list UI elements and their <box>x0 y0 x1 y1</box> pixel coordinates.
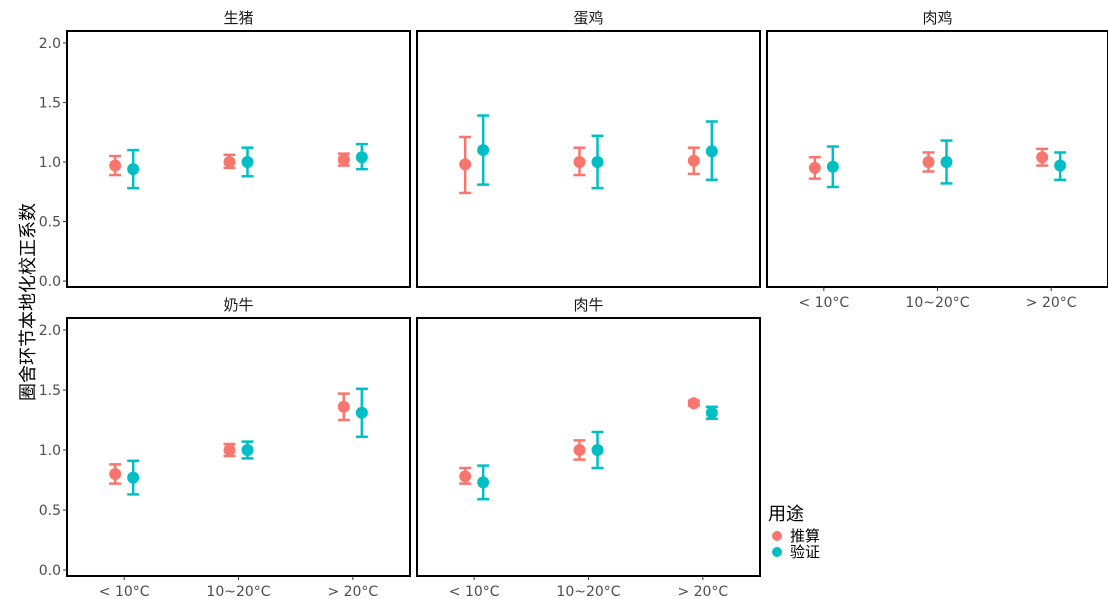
legend-key-validate <box>772 547 782 557</box>
facets-group: 生猪 0.0 0.5 1.0 1.5 2.0 蛋鸡 肉鸡 < 10°C 10~20°C > 20°C… <box>39 9 1108 599</box>
data-point <box>241 155 254 168</box>
data-point <box>109 468 122 480</box>
x-tick-label: < 10°C <box>449 584 500 599</box>
panel-border <box>416 317 761 577</box>
x-tick-label: > 20°C <box>677 584 728 599</box>
data-point <box>241 444 254 456</box>
data-point <box>573 444 586 456</box>
data-point <box>127 163 140 176</box>
data-point <box>355 406 368 419</box>
data-point <box>687 397 700 410</box>
data-point <box>337 400 350 413</box>
x-tick-label: < 10°C <box>99 584 150 599</box>
data-point <box>109 159 122 172</box>
data-point <box>477 144 490 157</box>
panel-border <box>416 30 761 288</box>
data-point <box>223 444 236 456</box>
data-point <box>223 155 236 168</box>
x-tick-label: 10~20°C <box>556 584 620 599</box>
data-point <box>1036 151 1049 164</box>
data-point <box>477 476 490 489</box>
data-point <box>705 145 718 158</box>
y-tick-label: 1.5 <box>39 95 61 111</box>
x-tick-label: 10~20°C <box>905 295 969 311</box>
data-point <box>808 161 821 174</box>
data-point <box>591 444 604 456</box>
y-tick-label: 2.0 <box>39 36 61 52</box>
data-point <box>922 155 935 168</box>
facet-title: 肉牛 <box>573 296 603 314</box>
y-tick-label: 0.5 <box>39 503 61 519</box>
x-tick-label: 10~20°C <box>206 584 270 599</box>
y-tick-label: 1.0 <box>39 443 61 459</box>
legend-key-estimate <box>772 531 782 541</box>
panel-border <box>66 317 411 577</box>
data-point <box>355 151 368 164</box>
y-tick-label: 0.0 <box>39 563 61 579</box>
facet-title: 生猪 <box>223 9 253 27</box>
legend-label-validate: 验证 <box>790 543 820 561</box>
data-point <box>337 153 350 166</box>
data-point <box>826 160 839 173</box>
data-point <box>127 471 140 484</box>
panel-border <box>766 30 1108 288</box>
facet-title: 奶牛 <box>223 296 253 314</box>
y-tick-label: 1.0 <box>39 155 61 171</box>
facet-title: 肉鸡 <box>922 9 952 27</box>
legend-label-estimate: 推算 <box>790 527 820 545</box>
x-tick-label: > 20°C <box>1026 295 1077 311</box>
y-tick-label: 2.0 <box>39 323 61 339</box>
data-point <box>1054 159 1067 172</box>
data-point <box>573 155 586 168</box>
legend-title: 用途 <box>768 504 804 525</box>
data-point <box>705 406 718 419</box>
facet-title: 蛋鸡 <box>573 9 603 27</box>
data-point <box>459 158 472 171</box>
panel-border <box>66 30 411 288</box>
y-tick-label: 0.5 <box>39 215 61 231</box>
legend: 用途 推算 验证 <box>768 504 820 561</box>
data-point <box>940 155 953 168</box>
y-axis-label: 圈舍环节本地化校正系数 <box>18 203 39 401</box>
y-tick-label: 0.0 <box>39 274 61 290</box>
data-point <box>459 470 472 483</box>
data-point <box>687 154 700 167</box>
data-point <box>591 155 604 168</box>
y-tick-label: 1.5 <box>39 383 61 399</box>
x-tick-label: < 10°C <box>798 295 849 311</box>
x-tick-label: > 20°C <box>327 584 378 599</box>
